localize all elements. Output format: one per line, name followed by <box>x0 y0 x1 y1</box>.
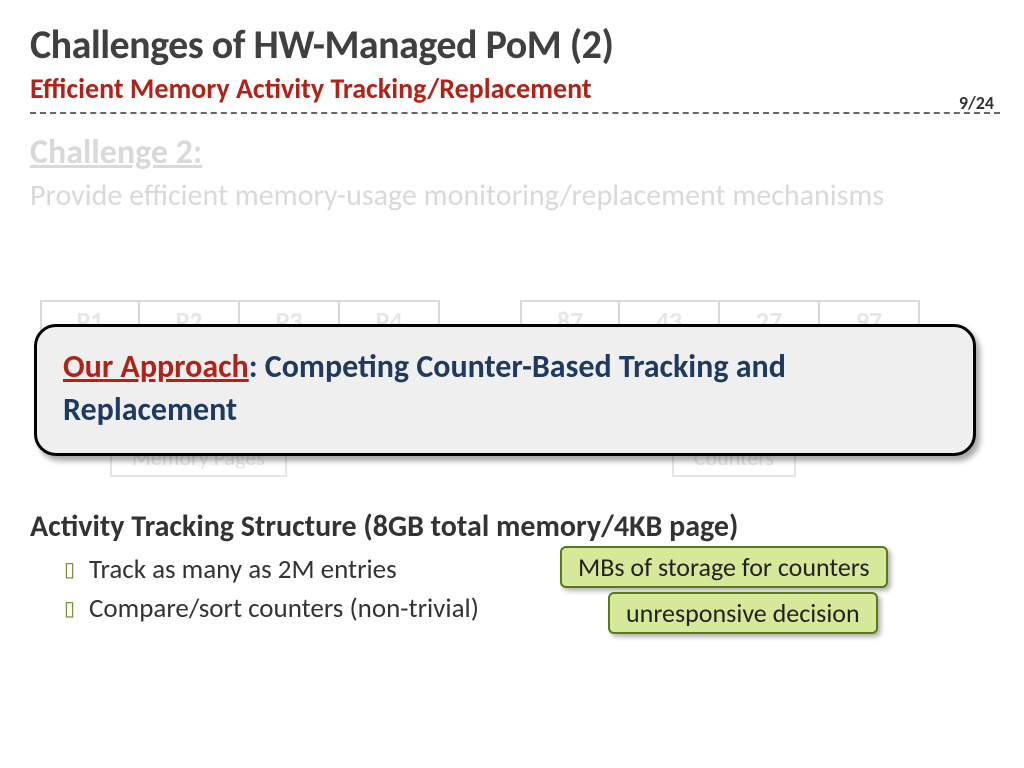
challenge-label: Challenge 2 <box>30 132 193 173</box>
challenge-block: Challenge 2: Provide efficient memory-us… <box>30 132 994 215</box>
callout-lead: Our Approach <box>63 347 249 386</box>
page-total: 24 <box>976 92 994 114</box>
note-storage: MBs of storage for counters <box>560 546 888 588</box>
challenge-heading: Challenge 2: <box>30 132 994 173</box>
challenge-colon: : <box>193 132 202 173</box>
bullet-icon: ▯ <box>64 599 75 619</box>
page-number: 9/24 <box>959 92 994 114</box>
section-heading: Activity Tracking Structure (8GB total m… <box>30 508 738 545</box>
bullet-icon: ▯ <box>64 560 75 580</box>
challenge-body: Provide efficient memory-usage monitorin… <box>30 177 994 215</box>
slide-title: Challenges of HW-Managed PoM (2) <box>30 20 994 69</box>
page-current: 9 <box>959 92 968 114</box>
divider <box>30 112 1000 114</box>
callout-text: Our Approach: Competing Counter-Based Tr… <box>63 345 947 431</box>
slide-subtitle: Efficient Memory Activity Tracking/Repla… <box>30 71 994 106</box>
approach-callout: Our Approach: Competing Counter-Based Tr… <box>34 324 976 456</box>
slide: Challenges of HW-Managed PoM (2) Efficie… <box>0 0 1024 768</box>
note-unresponsive: unresponsive decision <box>608 592 878 634</box>
bullet-text: Track as many as 2M entries <box>89 553 397 586</box>
bullet-text: Compare/sort counters (non-trivial) <box>89 592 479 625</box>
